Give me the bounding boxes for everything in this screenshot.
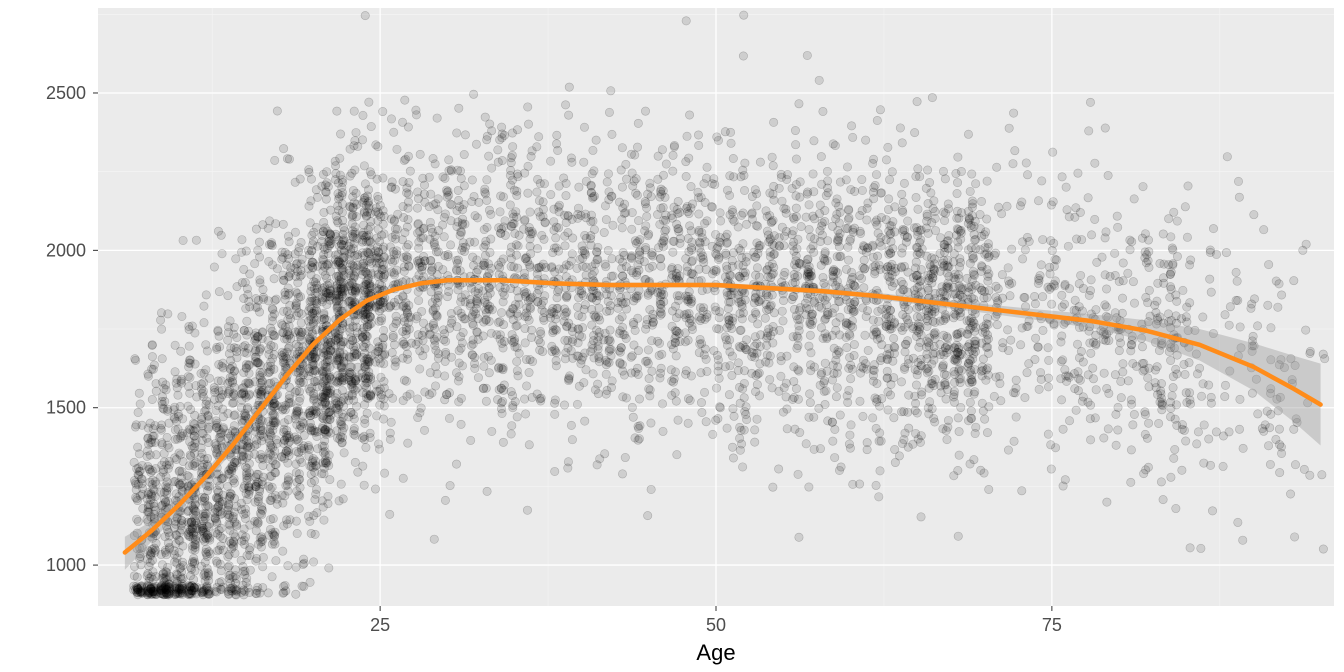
chart-svg: 25 50 75 1000 1500 2000 2500 xyxy=(0,0,1344,672)
scatter-smooth-chart: 25 50 75 1000 1500 2000 2500 Age xyxy=(0,0,1344,672)
y-tick-label: 2000 xyxy=(46,240,86,260)
x-tick-label: 75 xyxy=(1042,615,1062,635)
x-tick-label: 25 xyxy=(370,615,390,635)
x-axis-title: Age xyxy=(98,640,1334,666)
y-tick-label: 1500 xyxy=(46,398,86,418)
y-tick-label: 2500 xyxy=(46,83,86,103)
y-tick-label: 1000 xyxy=(46,555,86,575)
x-tick-label: 50 xyxy=(706,615,726,635)
